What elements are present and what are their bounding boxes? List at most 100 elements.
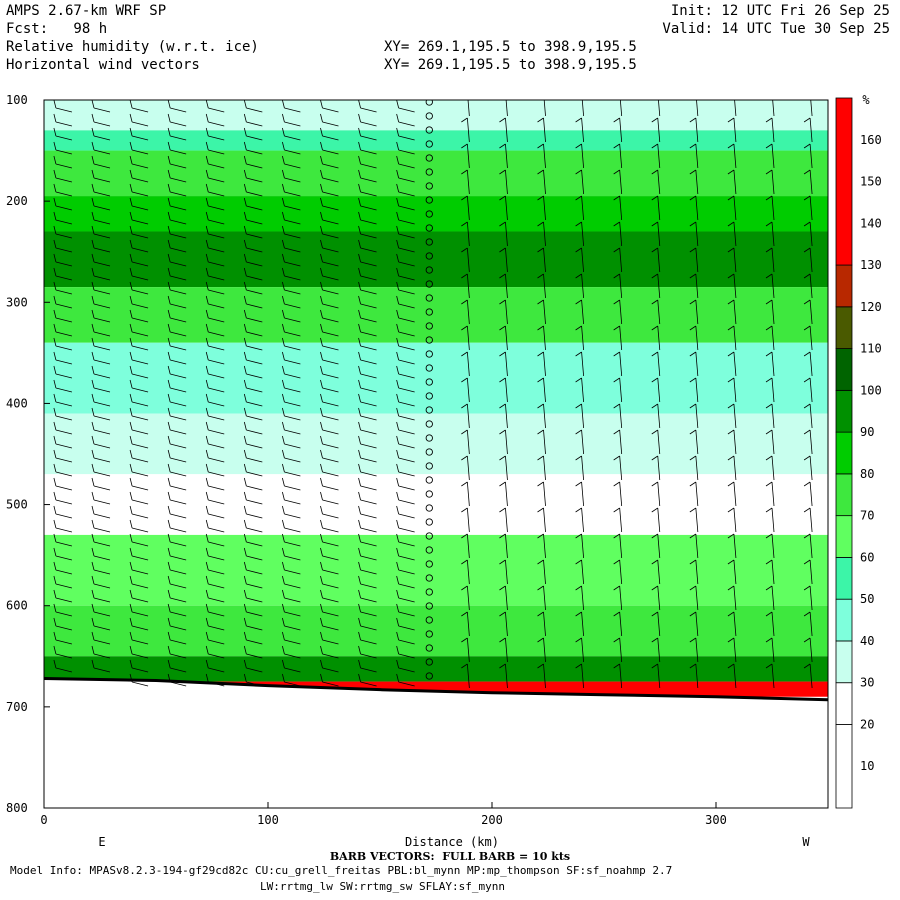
wind-barb: [358, 155, 377, 169]
wind-barb: [803, 507, 813, 533]
wind-barb: [243, 267, 263, 281]
colorbar-tick-label: 100: [860, 383, 882, 397]
wind-barb: [320, 309, 339, 323]
wind-barb: [129, 239, 149, 253]
wind-barb: [282, 323, 301, 337]
wind-barb: [575, 455, 584, 481]
wind-barb: [167, 100, 187, 113]
wind-barb: [396, 407, 415, 421]
calm-marker: [425, 392, 433, 400]
wind-barb: [91, 141, 111, 155]
wind-barb: [205, 225, 225, 239]
humidity-band-0: [44, 100, 828, 131]
colorbar-tick-label: 10: [860, 759, 874, 773]
wind-barb: [282, 463, 301, 477]
calm-marker: [425, 140, 433, 148]
wind-barb: [129, 295, 149, 309]
calm-marker: [425, 448, 433, 456]
wind-barb: [765, 351, 775, 377]
wind-barb: [499, 585, 508, 611]
wind-barb: [91, 183, 111, 197]
wind-barb: [129, 253, 149, 267]
wind-barb: [129, 533, 149, 547]
wind-barb: [396, 645, 415, 659]
wind-barb: [499, 455, 508, 481]
wind-barb: [765, 403, 775, 429]
wind-barb: [537, 585, 546, 611]
wind-barb: [205, 561, 225, 575]
wind-barb: [167, 617, 187, 631]
wind-barb: [53, 281, 73, 295]
wind-barb: [499, 299, 508, 325]
wind-barb: [727, 325, 737, 351]
wind-barb: [461, 377, 470, 403]
wind-barb: [396, 449, 415, 463]
wind-barb: [167, 589, 187, 603]
wind-barb: [358, 197, 377, 211]
wind-barb: [205, 253, 225, 267]
wind-barb: [396, 337, 415, 351]
wind-barb: [727, 247, 737, 273]
wind-barb: [53, 267, 73, 281]
y-tick-label: 600: [6, 599, 28, 613]
wind-barb: [613, 325, 623, 351]
header-mid: XY= 269.1,195.5 to 398.9,195.5 XY= 269.1,…: [384, 38, 637, 74]
wind-barb: [575, 481, 584, 507]
wind-barb: [167, 141, 187, 155]
wind-barb: [320, 141, 339, 155]
wind-barb: [358, 365, 377, 379]
wind-barb: [803, 559, 813, 585]
wind-barb: [613, 507, 623, 533]
wind-barb: [803, 663, 813, 689]
wind-barb: [205, 211, 225, 225]
wind-barb: [727, 429, 737, 455]
wind-barb: [167, 267, 187, 281]
calm-marker: [425, 532, 433, 540]
wind-barb: [91, 113, 111, 127]
wind-barb: [167, 155, 187, 169]
wind-barb: [396, 463, 415, 477]
colorbar-swatch-8: [835, 389, 853, 433]
wind-barb: [396, 113, 415, 127]
wind-barb: [575, 429, 584, 455]
barb-column: [575, 100, 584, 689]
wind-barb: [205, 575, 225, 589]
wind-barb: [396, 239, 415, 253]
barb-column: [396, 100, 415, 687]
wind-barb: [205, 407, 225, 421]
wind-barb: [243, 505, 263, 519]
wind-barb: [129, 463, 149, 477]
wind-barb: [575, 403, 584, 429]
model-info-2: LW:rrtmg_lw SW:rrtmg_sw SFLAY:sf_mynn: [260, 880, 506, 893]
wind-barb: [803, 429, 813, 455]
wind-barb: [689, 273, 699, 299]
wind-barb: [53, 379, 73, 393]
wind-barb: [167, 127, 187, 141]
wind-barb: [243, 169, 263, 183]
wind-barb: [461, 611, 470, 637]
wind-barb: [461, 299, 470, 325]
wind-barb: [358, 211, 377, 225]
wind-barb: [53, 533, 73, 547]
wind-barb: [53, 141, 73, 155]
wind-barb: [282, 141, 301, 155]
wind-barb: [499, 273, 508, 299]
wind-barb: [53, 253, 73, 267]
wind-barb: [53, 365, 73, 379]
wind-barb: [499, 481, 508, 507]
y-tick-label: 100: [6, 93, 28, 107]
wind-barb: [727, 455, 737, 481]
wind-barb: [803, 611, 813, 637]
wind-barb: [803, 117, 813, 143]
wind-barb: [320, 379, 339, 393]
wind-barb: [613, 429, 623, 455]
wind-barb: [167, 449, 187, 463]
wind-barb: [320, 323, 339, 337]
wind-barb: [53, 100, 73, 113]
humidity-band-9: [44, 534, 828, 606]
wind-barb: [91, 239, 111, 253]
wind-barb: [689, 637, 699, 663]
wind-barb: [129, 645, 149, 659]
wind-barb: [396, 519, 415, 533]
wind-barb: [53, 197, 73, 211]
